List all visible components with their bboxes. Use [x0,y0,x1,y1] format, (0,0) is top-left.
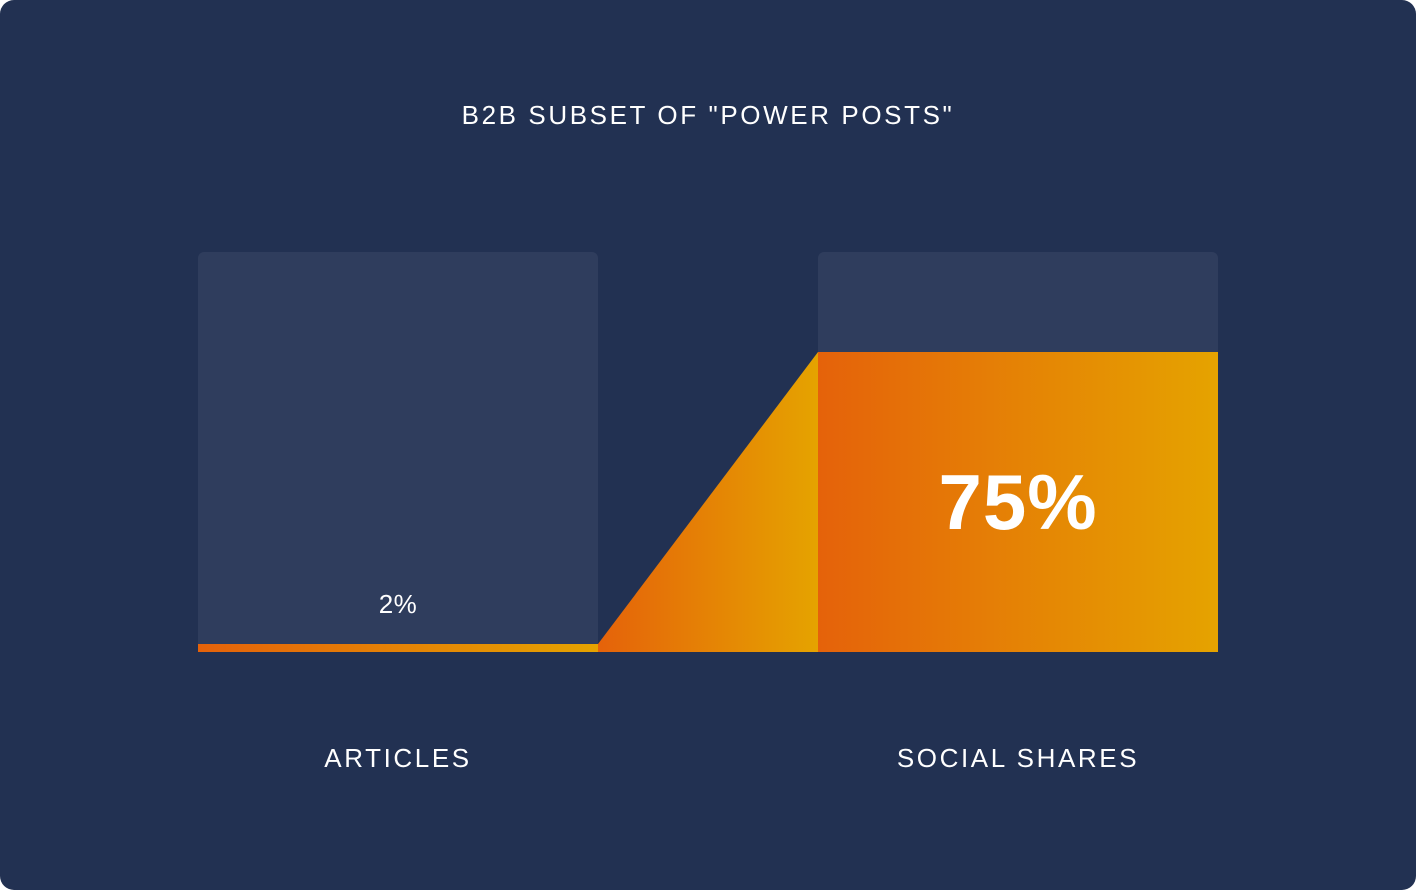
category-label-social-shares: SOCIAL SHARES [897,743,1139,773]
bar-social-shares [818,352,1218,652]
category-label-articles: ARTICLES [324,743,471,773]
bar-track-articles [198,252,598,652]
chart-title: B2B SUBSET OF "POWER POSTS" [461,100,955,130]
value-label-articles: 2% [379,589,418,619]
bar-connector [598,352,818,652]
bar-articles [198,644,598,652]
value-label-social-shares: 75% [938,458,1097,546]
